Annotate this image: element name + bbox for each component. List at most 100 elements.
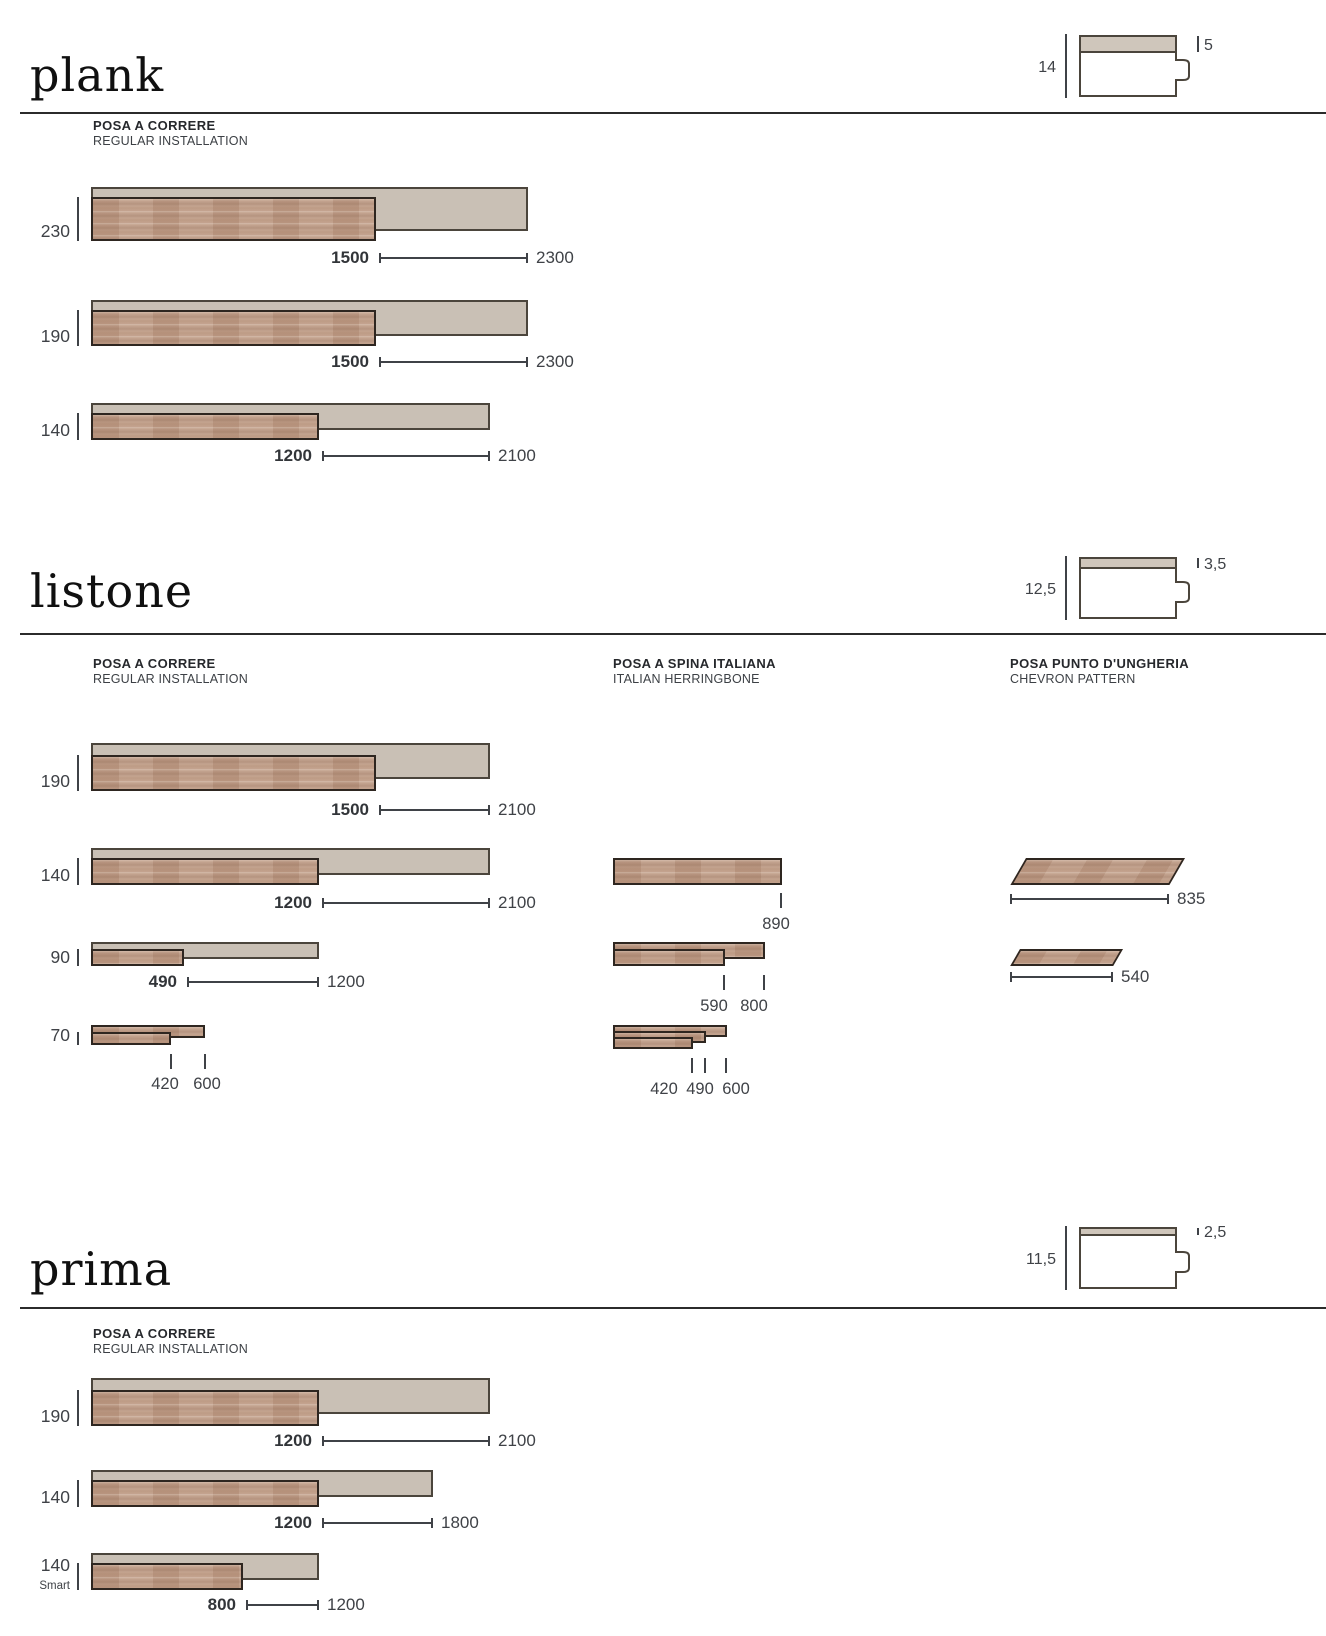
wear-layer <box>1079 35 1177 53</box>
length-label: 490 <box>686 1080 714 1098</box>
height-tick <box>77 1480 79 1507</box>
column-header-herringbone: POSA A SPINA ITALIANA <box>613 656 776 671</box>
length-tick <box>204 1054 206 1069</box>
chevron-plank-835 <box>1010 858 1185 885</box>
height-tick <box>77 755 79 791</box>
dim-line <box>1010 894 1169 904</box>
length-label: 600 <box>722 1080 750 1098</box>
height-tick <box>77 413 79 440</box>
dim-line <box>322 898 490 908</box>
length-tick <box>780 893 782 908</box>
bar-wood-plank <box>91 197 376 241</box>
height-label: 140 <box>40 865 70 885</box>
total-length-label: 1200 <box>327 1595 365 1614</box>
height-label: 140 <box>40 1487 70 1507</box>
dim-line <box>379 805 490 815</box>
dim-line <box>322 1518 433 1528</box>
height-label: 190 <box>40 1406 70 1426</box>
wear-layer <box>1079 557 1177 569</box>
bar-wood-plank <box>91 1480 319 1507</box>
dim-line <box>322 451 490 461</box>
total-length-label: 1200 <box>327 972 365 991</box>
height-label: 90 <box>50 947 70 967</box>
length-label: 420 <box>151 1075 179 1093</box>
plank-profile-icon: 14 5 <box>1038 34 1213 98</box>
height-tick <box>77 310 79 346</box>
column-header: POSA A CORRERE <box>93 118 216 133</box>
bar-wood-plank-420 <box>613 1037 693 1049</box>
column-header-chevron: POSA PUNTO D'UNGHERIA <box>1010 656 1190 671</box>
length-label: 835 <box>1177 889 1206 908</box>
thickness-label: 12,5 <box>1025 581 1056 598</box>
section-title-prima: prima <box>30 1242 173 1296</box>
dim-line <box>187 977 319 987</box>
total-length-label: 2100 <box>498 800 536 819</box>
wood-length-label: 800 <box>207 1595 236 1614</box>
height-tick <box>77 1563 79 1590</box>
bar-wood-plank <box>91 310 376 346</box>
thickness-label: 14 <box>1038 59 1056 76</box>
length-tick <box>723 975 725 990</box>
height-label: 140 <box>40 420 70 440</box>
height-tick <box>77 1032 79 1045</box>
length-label: 540 <box>1121 967 1150 986</box>
height-sub-label: Smart <box>39 1580 70 1593</box>
length-tick <box>704 1058 706 1073</box>
length-label: 800 <box>740 997 768 1015</box>
wear-layer <box>1079 1227 1177 1236</box>
length-label: 590 <box>700 997 728 1015</box>
column-header: POSA A CORRERE <box>93 1326 216 1341</box>
bar-wood-plank-420 <box>91 1032 171 1045</box>
length-tick <box>763 975 765 990</box>
wear-label: 5 <box>1204 37 1213 54</box>
height-label: 140 Smart <box>12 1556 70 1593</box>
bar-wood-plank-890 <box>613 858 782 885</box>
bar-wood-plank <box>91 949 184 966</box>
height-label: 190 <box>40 771 70 791</box>
thickness-label: 11,5 <box>1026 1251 1056 1268</box>
section-divider <box>20 112 1326 114</box>
height-label: 230 <box>40 221 70 241</box>
section-divider <box>20 1307 1326 1309</box>
dim-line <box>1010 972 1113 982</box>
wood-length-label: 1200 <box>274 893 312 912</box>
bar-wood-plank <box>91 1563 243 1590</box>
total-length-label: 2100 <box>498 446 536 465</box>
plank-cross-section <box>1079 557 1190 619</box>
column-subheader: REGULAR INSTALLATION <box>93 134 248 148</box>
wear-label: 3,5 <box>1204 556 1226 573</box>
wear-label: 2,5 <box>1204 1224 1226 1241</box>
dim-line <box>246 1600 319 1610</box>
wood-length-label: 1200 <box>274 1513 312 1532</box>
dim-line <box>379 253 528 263</box>
length-label: 890 <box>762 915 790 933</box>
height-value: 140 <box>40 1555 70 1575</box>
length-tick <box>170 1054 172 1069</box>
bar-wood-plank <box>91 1390 319 1426</box>
height-label: 70 <box>50 1025 70 1045</box>
column-header-regular: POSA A CORRERE <box>93 656 216 671</box>
height-label: 190 <box>40 326 70 346</box>
section-title-plank: plank <box>30 48 165 102</box>
height-tick <box>77 1390 79 1426</box>
bar-wood-plank <box>91 755 376 791</box>
total-length-label: 2100 <box>498 893 536 912</box>
length-label: 600 <box>193 1075 221 1093</box>
bar-wood-plank <box>91 858 319 885</box>
wood-length-label: 490 <box>148 972 177 991</box>
dim-line <box>379 357 528 367</box>
section-divider <box>20 633 1326 635</box>
length-label: 420 <box>650 1080 678 1098</box>
column-subheader-regular: REGULAR INSTALLATION <box>93 672 248 686</box>
wood-length-label: 1500 <box>331 352 369 371</box>
height-tick <box>77 197 79 241</box>
plank-cross-section <box>1079 1227 1190 1289</box>
chevron-plank-540 <box>1010 949 1123 966</box>
bar-wood-plank-590 <box>613 949 725 966</box>
wood-length-label: 1200 <box>274 446 312 465</box>
wood-length-label: 1200 <box>274 1431 312 1450</box>
height-tick <box>77 858 79 885</box>
listone-profile-icon: 12,5 3,5 <box>1025 556 1226 620</box>
length-tick <box>725 1058 727 1073</box>
